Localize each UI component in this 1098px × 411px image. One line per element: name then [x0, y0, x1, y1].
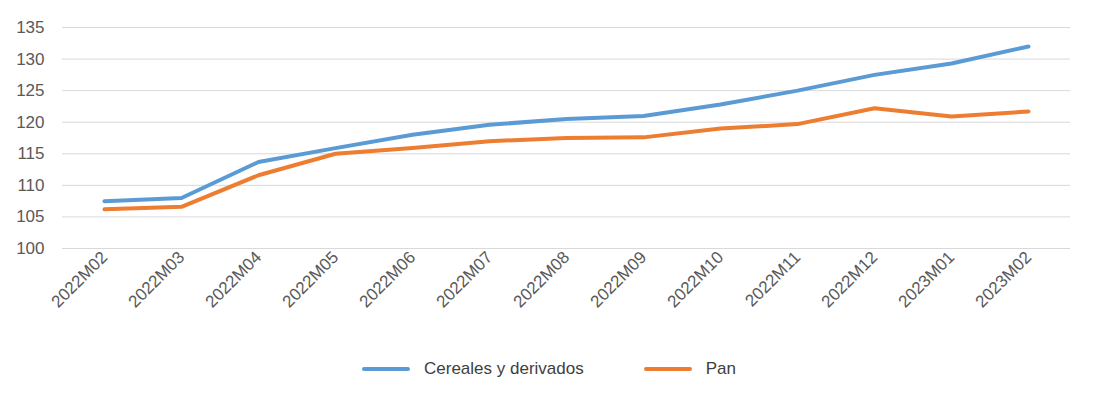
html-text:Cereales y derivados: Cereales y derivados [424, 359, 584, 378]
svg-text:115: 115 [17, 144, 44, 163]
svg-text:110: 110 [17, 176, 44, 195]
svg-text:105: 105 [16, 207, 44, 226]
svg-text:100: 100 [16, 239, 44, 258]
svg-text:2022M08: 2022M08 [510, 248, 574, 312]
svg-text:2023M02: 2023M02 [972, 248, 1036, 312]
svg-text:2022M02: 2022M02 [48, 248, 112, 312]
svg-text:2022M03: 2022M03 [125, 248, 189, 312]
svg-text:2022M07: 2022M07 [433, 248, 497, 312]
svg-text:2022M09: 2022M09 [587, 248, 651, 312]
svg-text:2023M01: 2023M01 [895, 248, 959, 312]
svg-text:2022M12: 2022M12 [818, 248, 882, 312]
svg-text:2022M04: 2022M04 [202, 248, 266, 312]
html-text:Pan: Pan [705, 359, 736, 378]
svg-text:2022M10: 2022M10 [664, 248, 728, 312]
svg-text:2022M06: 2022M06 [356, 248, 420, 312]
svg-text:2022M11: 2022M11 [741, 248, 804, 311]
svg-text:125: 125 [16, 81, 44, 100]
svg-text:130: 130 [16, 50, 44, 69]
svg-text:2022M05: 2022M05 [279, 248, 343, 312]
svg-text:135: 135 [16, 18, 44, 37]
svg-text:120: 120 [16, 113, 44, 132]
